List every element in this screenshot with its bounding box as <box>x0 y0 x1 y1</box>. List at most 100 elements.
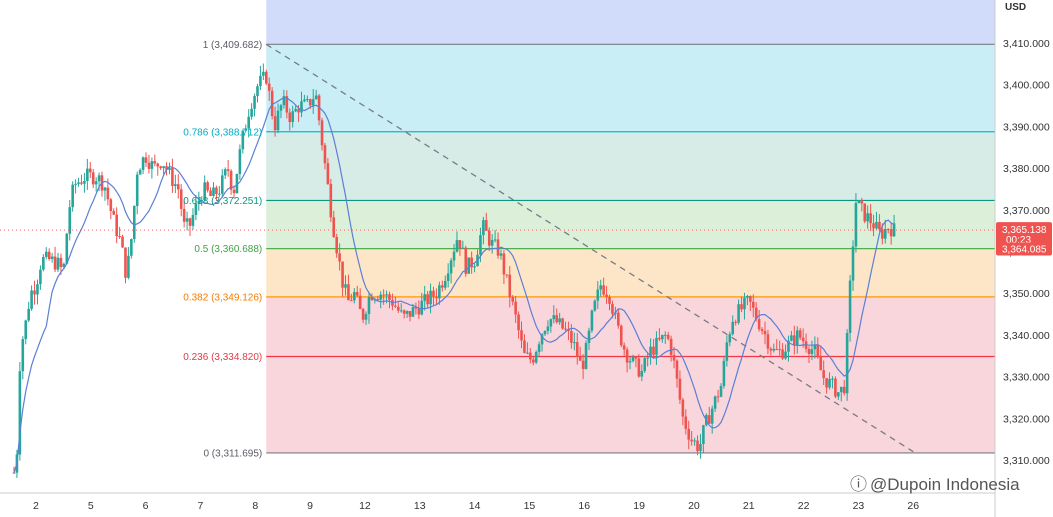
candle-body <box>370 297 374 301</box>
fib-zone-0.236 <box>266 296 995 357</box>
candle-body <box>109 199 113 211</box>
y-tick-label: 3,330.000 <box>1003 372 1050 384</box>
candle-body <box>74 183 77 185</box>
watermark: ⓘ @Dupoin Indonesia <box>850 475 1020 494</box>
candle-body <box>816 345 820 357</box>
fibonacci-labels: 1 (3,409.682) 0.786 (3,388.712) 0.618 (3,3… <box>183 40 262 460</box>
candle-body <box>514 301 517 315</box>
candle-body <box>696 440 699 452</box>
candle-body <box>883 229 887 239</box>
candle-body <box>71 184 74 208</box>
candle-body <box>282 96 286 106</box>
candle-body <box>842 386 846 394</box>
candle-body <box>889 229 893 237</box>
candle-body <box>860 200 864 204</box>
candle-body <box>543 331 547 335</box>
candle-body <box>555 315 559 323</box>
candle-body <box>622 345 626 350</box>
candle-body <box>813 345 817 350</box>
fib-label-0.382: 0.382 (3,349.126) <box>183 292 262 303</box>
y-tick-label: 3,390.000 <box>1003 121 1050 133</box>
candle-body <box>209 190 212 196</box>
candle-body <box>147 162 151 169</box>
candle-body <box>94 181 98 185</box>
candle-body <box>511 297 515 302</box>
candle-body <box>499 253 503 256</box>
candle-body <box>212 187 215 196</box>
fibonacci-level-lines <box>266 43 995 454</box>
candle-body <box>646 357 649 359</box>
y-tick-label: 3,320.000 <box>1003 413 1050 425</box>
candle-body <box>358 295 362 310</box>
candle-body <box>279 105 283 111</box>
candle-body <box>106 187 110 200</box>
candle-body <box>869 213 872 224</box>
candle-body <box>188 218 192 226</box>
candle-body <box>112 210 116 215</box>
candle-body <box>546 326 550 332</box>
candle-body <box>810 349 814 354</box>
moving-average <box>13 96 895 473</box>
candle-body <box>355 292 359 296</box>
candle-body <box>399 310 403 312</box>
candle-body <box>121 236 124 248</box>
candle-body <box>50 256 54 260</box>
candle-body <box>270 90 274 117</box>
candle-body <box>605 294 608 297</box>
candle-body <box>781 349 784 359</box>
candle-body <box>496 239 500 256</box>
candle-body <box>402 310 406 314</box>
candle-body <box>675 360 679 379</box>
candle-body <box>273 116 277 131</box>
candle-body <box>414 307 418 309</box>
candle-body <box>256 86 259 97</box>
candle-body <box>473 266 476 268</box>
candle-body <box>446 273 450 281</box>
fib-label-0.236: 0.236 (3,334.820) <box>183 352 262 363</box>
candle-body <box>837 392 840 397</box>
candle-body <box>218 193 221 195</box>
candle-body <box>655 337 658 355</box>
candle-body <box>470 257 473 268</box>
candle-body <box>300 101 303 113</box>
candle-body <box>171 168 174 187</box>
candle-body <box>382 294 385 296</box>
candle-body <box>757 319 761 330</box>
candle-body <box>523 340 526 353</box>
candle-body <box>526 352 529 354</box>
candle-body <box>308 99 312 106</box>
candle-body <box>886 229 890 231</box>
candle-body <box>479 235 482 255</box>
candle-body <box>124 247 127 278</box>
candle-body <box>311 99 315 106</box>
candle-body <box>294 109 297 112</box>
candle-body <box>314 95 318 100</box>
x-tick-label: 9 <box>307 500 313 512</box>
candle-body <box>83 180 86 184</box>
candle-body <box>573 342 576 344</box>
candle-body <box>244 128 248 131</box>
candle-body <box>740 304 743 310</box>
candle-body <box>118 235 121 237</box>
candle-body <box>42 256 45 270</box>
candle-body <box>878 221 881 230</box>
candle-body <box>135 174 139 206</box>
candle-body <box>156 163 160 167</box>
candle-body <box>417 308 421 315</box>
candle-body <box>21 339 25 372</box>
candle-body <box>710 408 714 424</box>
x-tick-label: 21 <box>743 500 755 512</box>
candle-body <box>132 205 136 240</box>
candle-body <box>672 354 676 361</box>
x-tick-label: 16 <box>578 500 590 512</box>
countdown-label: 00:23 <box>1006 235 1031 246</box>
candle-body <box>731 321 735 335</box>
y-tick-label: 3,380.000 <box>1003 163 1050 175</box>
candle-body <box>593 300 597 311</box>
candle-body <box>482 220 485 236</box>
candle-body <box>165 166 168 170</box>
candle-body <box>643 358 647 372</box>
candle-body <box>822 370 825 379</box>
